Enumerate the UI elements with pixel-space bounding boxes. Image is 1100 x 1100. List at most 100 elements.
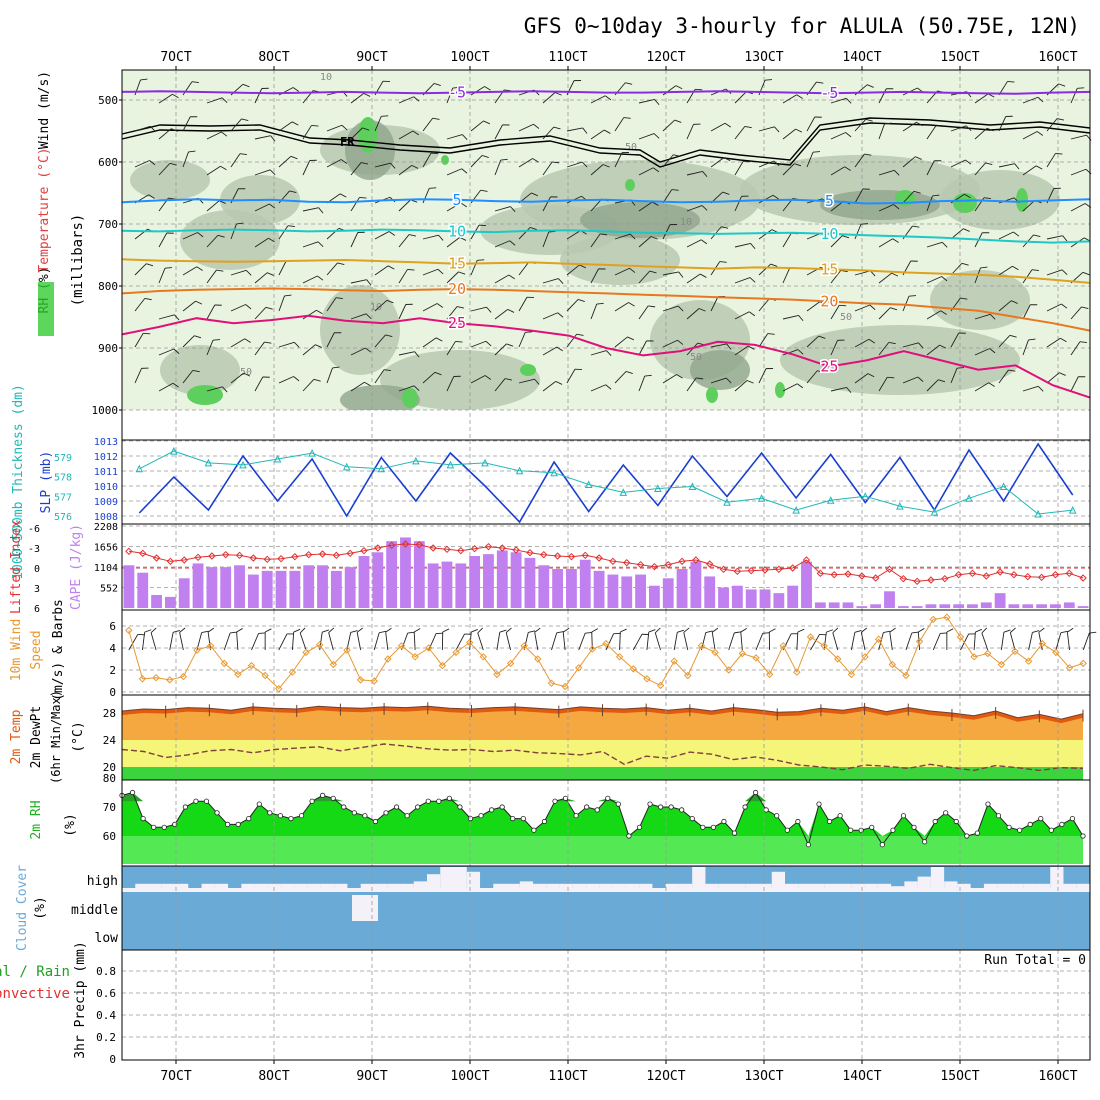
wind-barb-flag [649,270,657,274]
wind-speed-marker [1024,657,1033,665]
wind-speed-marker [1011,647,1019,656]
cloud-level-label: high [87,874,118,889]
wind-barb-flag [749,277,756,283]
cape-bar [773,593,785,608]
wind-barb [182,232,198,240]
thickness-marker [550,468,558,477]
wind-barb [206,200,220,212]
wind-barb [638,133,655,140]
isotherm-label: 10 [820,225,838,243]
wind-barb-flag [485,340,492,347]
wind-barb [701,632,707,651]
temp-tick-label: 24 [103,734,117,747]
rh-shading-bright [625,179,635,191]
cloud-high-clear [838,883,852,891]
wind-speed-marker [179,672,188,681]
cloud-high-clear [997,883,1011,891]
wind-barb-flag [935,125,943,128]
wind-speed-marker [370,677,378,685]
rh-marker [467,815,474,822]
wind-barb [638,340,647,356]
cape-bar [690,561,702,608]
wind-barb-flag [484,86,491,91]
rh-marker [1027,821,1033,828]
wind-barb-flag [188,150,196,153]
wind-barb [878,342,890,356]
wind-barb-flag [796,383,804,389]
wind-barb-flag [724,122,732,128]
cape-bar [676,569,688,608]
wind-barb-flag [411,164,419,169]
wind-speed-marker [166,676,174,684]
cape-bar [206,567,218,608]
wind-barb [534,632,539,651]
wind-barb [206,386,223,392]
li-marker [360,546,368,555]
cloud-middle-clear [352,895,378,921]
wind-barb [710,157,725,168]
precip-tick-label: 0.2 [96,1031,116,1044]
wind-barb-flag [270,135,276,142]
rh-marker [330,795,336,801]
isotherm-5 [121,198,1091,205]
wind-barb [182,300,196,312]
rh-marker [541,818,548,825]
wind-barb-flag [678,271,684,278]
wind-barb-flag [149,160,156,166]
rh-marker [837,813,843,819]
wind-barb [470,86,485,96]
wind-barb [134,125,151,132]
wind-barb-flag [1037,386,1044,392]
wind-barb-flag [322,629,329,633]
cape-bar [566,569,577,608]
wind-barb-flag [191,81,199,84]
wind-barb [710,296,719,312]
wind-barb-flag [174,314,180,321]
wind-barb [470,155,483,168]
rh-shading-bright [441,155,449,165]
wind-barb [1046,153,1056,168]
figure-title: GFS 0~10day 3-hourly for ALULA (50.75E, … [524,14,1080,38]
rh-marker [605,795,611,801]
wind-barb-flag [242,83,250,88]
panel-frame [121,609,1091,696]
wind-barb-flag [506,343,514,347]
wind-speed-marker [643,675,651,683]
wind-barb [278,121,293,132]
wind-barb [251,633,259,651]
rh-shading-mid [130,160,210,200]
wind-barb [734,380,748,392]
wind-barb-flag [264,341,272,344]
rh-marker [214,810,220,816]
wind-barb [806,116,816,132]
cloud-high-clear [718,883,732,891]
wind-barb [302,241,319,248]
wind-barb [734,126,746,140]
wind-barb-flag [239,153,247,156]
wind-barb [398,304,407,320]
wind-barb [662,271,679,276]
wind-barb [470,306,487,312]
x-tick-label-top: 8OCT [258,50,289,65]
x-tick-label-bottom: 8OCT [258,1069,289,1084]
wind-barb [518,123,534,132]
wind-barb-flag [245,270,252,276]
wind-barb [878,238,893,248]
rh-shading-bright [187,385,223,405]
cloud-high-clear [1076,883,1090,891]
li-tick-label: -3 [28,544,40,555]
rh-marker [816,801,822,807]
wind-barb-flag [912,225,920,228]
wind-barb-flag [219,200,226,204]
wind-barb [998,116,1007,132]
cloud-high-clear [877,883,892,891]
wind-barb [902,121,917,132]
isotherm-label: -5 [820,84,838,102]
li-marker [747,566,755,575]
cape-bar [1077,606,1089,608]
wind-barb-flag [918,342,924,349]
wind-barb [566,333,577,348]
wind-barb-flag [366,279,372,286]
wind-barb [1070,341,1081,356]
wind-barb [422,234,439,240]
